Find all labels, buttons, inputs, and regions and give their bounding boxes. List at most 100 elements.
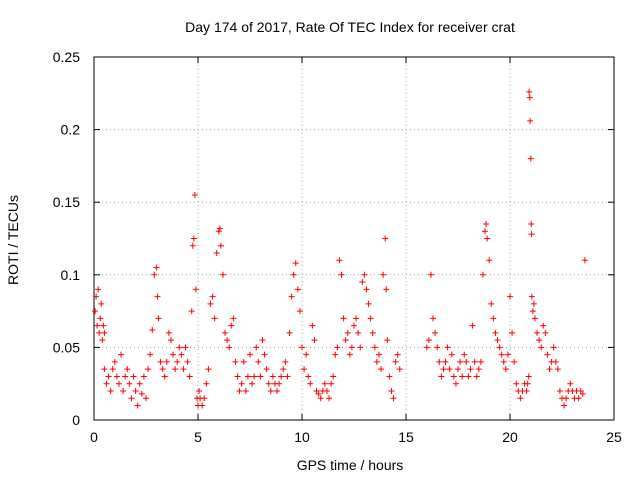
data-point [524,380,531,387]
data-point [101,366,108,373]
data-point [97,315,104,322]
data-point [294,286,301,293]
data-point [536,337,543,344]
data-point [528,220,535,227]
data-point [311,337,318,344]
data-point [469,322,476,329]
data-point [440,366,447,373]
data-point [450,373,457,380]
data-point [554,366,561,373]
data-point [213,250,220,257]
y-tick-label: 0.05 [53,339,80,355]
data-point [479,271,486,278]
data-point [529,308,536,315]
data-point [105,373,112,380]
data-point [100,322,107,329]
data-point [138,390,145,397]
data-point [230,315,237,322]
data-point [94,322,101,329]
data-point [465,373,472,380]
data-point [305,373,312,380]
data-point [342,337,349,344]
data-point [130,373,137,380]
data-point [561,402,568,409]
data-point [92,308,99,315]
data-point [367,315,374,322]
data-point [321,380,328,387]
data-point [118,351,125,358]
data-point [330,373,337,380]
x-tick-label: 0 [90,429,98,445]
data-point [488,300,495,307]
grid-lines [94,57,614,420]
data-point [286,329,293,336]
data-point [267,387,274,394]
data-point [348,344,355,351]
data-point [134,402,141,409]
data-point [527,117,534,124]
data-point [201,395,208,402]
data-point [180,366,187,373]
plot-frame [93,56,615,421]
data-point [378,366,385,373]
y-tick-label: 0.1 [61,267,81,283]
data-point [380,271,387,278]
data-point [249,380,256,387]
data-point [222,329,229,336]
data-point [278,373,285,380]
data-point [323,387,330,394]
data-point [317,395,324,402]
data-point [461,351,468,358]
data-point [143,395,149,402]
data-point [211,315,218,322]
data-point [190,235,197,242]
data-point [452,380,459,387]
data-point [253,344,260,351]
data-point [307,380,314,387]
data-point [332,351,339,358]
data-point [371,344,378,351]
data-point [517,395,524,402]
data-point [526,88,533,95]
data-point [486,257,493,264]
data-point [93,293,100,300]
data-point [301,366,308,373]
x-axis-label: GPS time / hours [297,457,404,473]
data-point [132,387,139,394]
data-point [542,329,549,336]
y-tick-label: 0 [72,412,80,428]
data-point [425,337,432,344]
data-point [191,191,198,198]
data-point [390,395,397,402]
data-point [170,351,177,358]
data-point [224,337,231,344]
data-point [504,351,511,358]
data-point [126,380,133,387]
data-point [309,322,316,329]
data-point [216,225,223,232]
data-point [528,293,535,300]
data-point [546,366,553,373]
data-point [167,337,174,344]
data-point [353,315,360,322]
data-point [581,257,588,264]
data-point [534,329,541,336]
data-point [528,231,535,238]
data-point [436,358,443,365]
x-tick-label: 25 [606,429,622,445]
x-tick-label: 15 [398,429,414,445]
data-point [384,337,391,344]
x-tick-label: 10 [294,429,310,445]
data-point [513,380,520,387]
data-point [290,271,297,278]
data-point [457,358,464,365]
data-point [257,373,264,380]
data-point [228,322,235,329]
data-point [236,387,243,394]
data-point [261,351,268,358]
data-point [153,264,160,271]
data-point [188,308,195,315]
data-point [490,315,497,322]
data-point [507,293,513,300]
data-point [355,329,362,336]
